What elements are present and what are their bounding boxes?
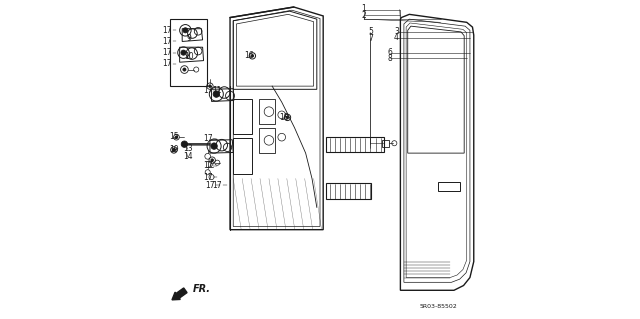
Text: 19: 19 bbox=[169, 145, 179, 154]
Text: 17: 17 bbox=[203, 134, 212, 143]
Circle shape bbox=[172, 148, 175, 152]
Text: 5: 5 bbox=[368, 27, 373, 36]
Circle shape bbox=[211, 143, 218, 149]
Text: 17: 17 bbox=[212, 181, 222, 189]
Text: 8: 8 bbox=[388, 54, 392, 63]
Text: 1: 1 bbox=[362, 4, 366, 13]
Text: 17: 17 bbox=[203, 173, 212, 182]
Text: 17: 17 bbox=[162, 37, 172, 46]
Text: FR.: FR. bbox=[193, 284, 211, 294]
Circle shape bbox=[175, 136, 178, 138]
Polygon shape bbox=[401, 14, 474, 290]
Text: 16: 16 bbox=[244, 51, 254, 60]
Text: 5R03-85502: 5R03-85502 bbox=[419, 304, 457, 309]
Circle shape bbox=[183, 28, 188, 33]
Circle shape bbox=[181, 141, 188, 147]
Circle shape bbox=[209, 85, 211, 87]
Text: 17: 17 bbox=[203, 86, 212, 95]
Text: 2: 2 bbox=[362, 11, 366, 20]
Text: 15: 15 bbox=[169, 132, 179, 141]
Circle shape bbox=[211, 159, 214, 161]
Text: 6: 6 bbox=[388, 48, 392, 57]
Circle shape bbox=[213, 91, 220, 97]
Text: 10: 10 bbox=[184, 52, 194, 61]
Circle shape bbox=[181, 50, 186, 55]
Text: 17: 17 bbox=[205, 181, 215, 189]
Text: 13: 13 bbox=[183, 144, 193, 153]
Text: 12: 12 bbox=[205, 161, 214, 170]
FancyArrow shape bbox=[172, 288, 187, 300]
Text: 14: 14 bbox=[183, 152, 193, 161]
Circle shape bbox=[286, 116, 289, 119]
Text: 3: 3 bbox=[394, 27, 399, 36]
Text: 17: 17 bbox=[162, 26, 172, 35]
Circle shape bbox=[251, 55, 253, 57]
Text: 17: 17 bbox=[162, 59, 172, 68]
Text: 18: 18 bbox=[280, 113, 289, 122]
Text: 11: 11 bbox=[212, 86, 222, 95]
Text: 7: 7 bbox=[368, 34, 373, 43]
Circle shape bbox=[183, 68, 186, 71]
Text: 17: 17 bbox=[162, 48, 172, 57]
Text: 9: 9 bbox=[187, 34, 191, 43]
Text: 17: 17 bbox=[203, 161, 212, 170]
Text: 4: 4 bbox=[394, 33, 399, 42]
